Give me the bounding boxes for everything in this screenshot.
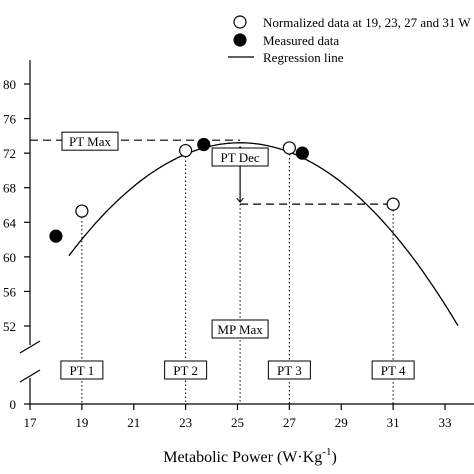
pt-dec-box [211, 147, 269, 167]
pt-marker-box [267, 360, 311, 380]
pt-max-box [61, 131, 119, 151]
x-tick-label: 17 [24, 415, 38, 430]
legend-open-circle-marker [233, 15, 247, 29]
pt-marker-label: PT 1 [70, 363, 95, 378]
y-tick-label: 76 [3, 112, 17, 127]
x-tick-label: 29 [335, 415, 348, 430]
x-tick-label: 21 [127, 415, 140, 430]
legend-entry-regression: Regression line [263, 50, 344, 65]
ticks: 17 19 21 23 25 27 29 31 33 0 52 56 60 64 68 72 76 80 [3, 77, 452, 430]
pt-marker-label: PT 2 [173, 363, 198, 378]
pt-marker-box [371, 360, 415, 380]
pt-marker-box [60, 360, 104, 380]
pt-marker-box [164, 360, 208, 380]
axes [19, 60, 474, 405]
measured-data-point [197, 137, 211, 152]
pt-marker-label: PT 3 [277, 363, 302, 378]
y-tick-label: 64 [3, 215, 17, 230]
x-tick-label: 19 [75, 415, 88, 430]
y-tick-label: 56 [3, 284, 17, 299]
regression-line [68, 142, 459, 327]
legend: Normalized data at 19, 23, 27 and 31 W M… [228, 15, 471, 65]
x-axis-title-superscript: -1 [322, 446, 331, 458]
axis-break-mark-upper [19, 340, 41, 354]
measured-data-point [295, 146, 309, 160]
normalized-data-point [75, 204, 89, 218]
legend-entry-measured: Measured data [263, 33, 339, 48]
y-tick-label: 60 [3, 250, 16, 265]
y-tick-label: 52 [3, 319, 16, 334]
normalized-data-point [386, 197, 400, 211]
axis-break-mark-lower [19, 369, 41, 383]
x-tick-label: 23 [179, 415, 192, 430]
y-tick-label: 80 [3, 77, 16, 92]
legend-entry-normalized: Normalized data at 19, 23, 27 and 31 W [263, 15, 471, 30]
mp-max-label: MP Max [217, 322, 263, 337]
y-tick-label: 0 [10, 397, 17, 412]
x-tick-label: 31 [387, 415, 400, 430]
normalized-data-point [179, 143, 193, 158]
data-points [49, 137, 400, 243]
pt-marker-label: PT 4 [381, 363, 406, 378]
pt-max-label: PT Max [69, 134, 112, 149]
y-tick-label: 72 [3, 146, 16, 161]
y-tick-label: 68 [3, 181, 16, 196]
annotation-boxes: PT Max PT Dec MP Max PT 1 PT 2 PT 3 PT 4 [60, 131, 415, 380]
x-axis-title: Metabolic Power (W·Kg-1) [163, 446, 337, 466]
x-tick-label: 25 [231, 415, 244, 430]
legend-filled-circle-marker [233, 33, 247, 47]
mp-max-box [211, 319, 269, 339]
x-tick-label: 33 [439, 415, 452, 430]
measured-data-point [49, 229, 63, 243]
normalized-data-point [282, 141, 296, 155]
regression-curve [68, 142, 459, 327]
x-tick-label: 27 [283, 415, 297, 430]
pt-dec-label: PT Dec [221, 150, 260, 165]
